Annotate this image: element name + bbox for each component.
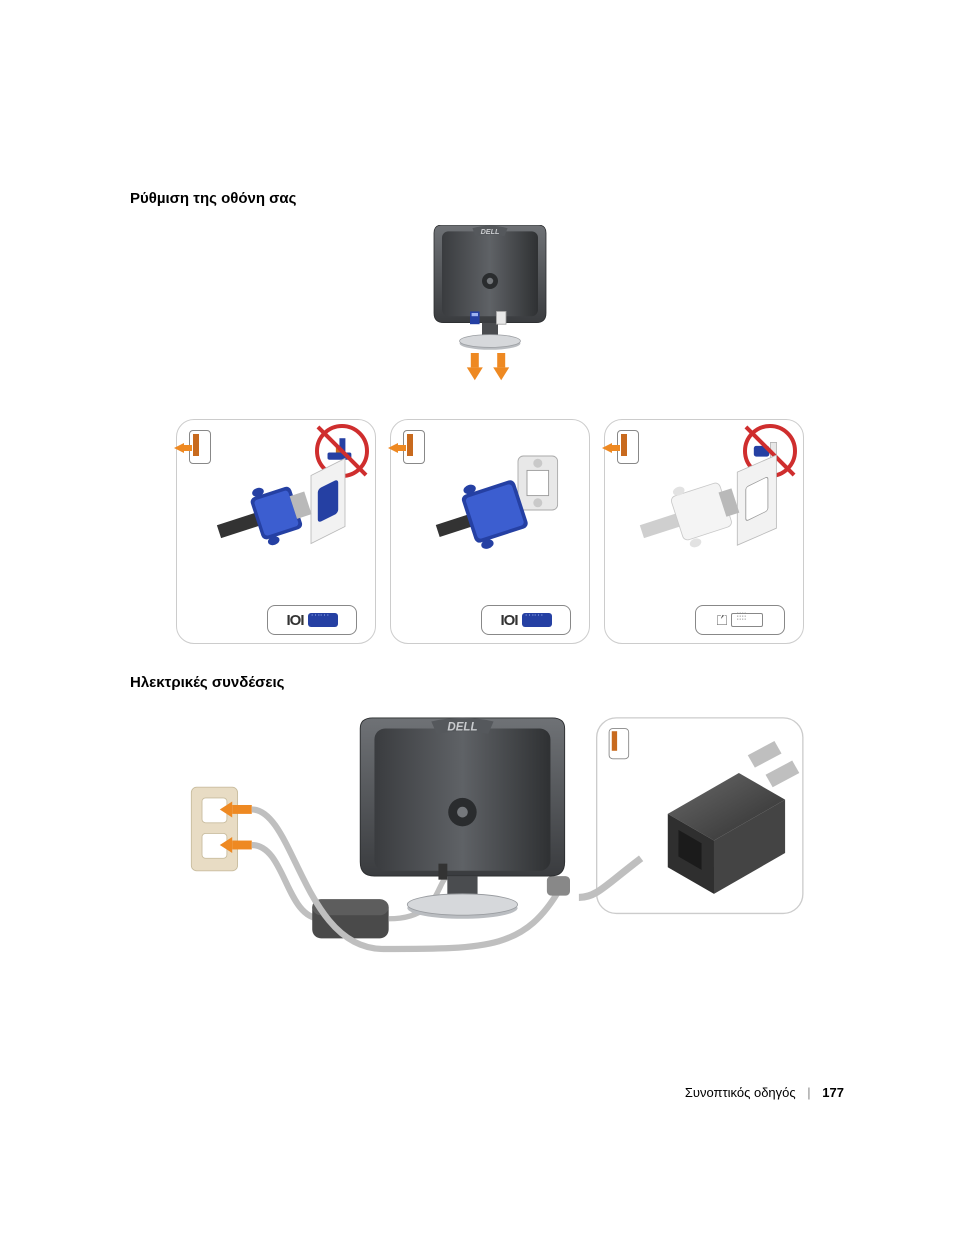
- port-symbol-text: IOI: [286, 612, 303, 629]
- port-label-vga: IOI: [267, 605, 357, 635]
- vga-adapter-icon: [391, 438, 591, 618]
- panel-dvi: ⏍: [604, 419, 804, 644]
- wall-outlet-icon: [191, 787, 251, 871]
- dvi-pins-icon: [731, 613, 763, 627]
- dvi-cable-to-port-icon: [605, 450, 805, 620]
- footer-guide-label: Συνοπτικός οδηγός: [685, 1085, 796, 1100]
- vga-pins-icon: [308, 613, 338, 627]
- panel-vga-direct: IOI: [176, 419, 376, 644]
- connection-panels-row: IOI: [130, 419, 850, 644]
- port-symbol-text: IOI: [500, 612, 517, 629]
- power-plug-panel: [579, 718, 803, 914]
- monitor-rear-icon: DELL: [410, 225, 570, 409]
- ferrite-icon: [547, 876, 570, 896]
- footer-separator: |: [807, 1085, 810, 1100]
- power-connections-icon: DELL: [170, 709, 810, 976]
- svg-text:DELL: DELL: [447, 721, 477, 733]
- monitor-top-figure: DELL: [130, 225, 850, 409]
- footer-page-number: 177: [822, 1085, 844, 1100]
- panel-vga-adapter: IOI: [390, 419, 590, 644]
- port-label-dvi: ⏍: [695, 605, 785, 635]
- monitor-rear-large-icon: DELL: [360, 718, 564, 919]
- power-figure: DELL: [130, 709, 850, 976]
- heading-power-connections: Ηλεκτρικές συνδέσεις: [130, 674, 850, 691]
- page-footer: Συνοπτικός οδηγός | 177: [685, 1085, 844, 1100]
- port-symbol-text: ⏍: [717, 612, 728, 629]
- vga-pins-icon: [522, 613, 552, 627]
- svg-text:DELL: DELL: [481, 227, 500, 236]
- port-label-vga: IOI: [481, 605, 571, 635]
- power-adapter-icon: [312, 899, 388, 938]
- heading-setup-monitor: Ρύθµιση της οθόνη σας: [130, 190, 850, 207]
- vga-cable-to-port-icon: [177, 450, 377, 620]
